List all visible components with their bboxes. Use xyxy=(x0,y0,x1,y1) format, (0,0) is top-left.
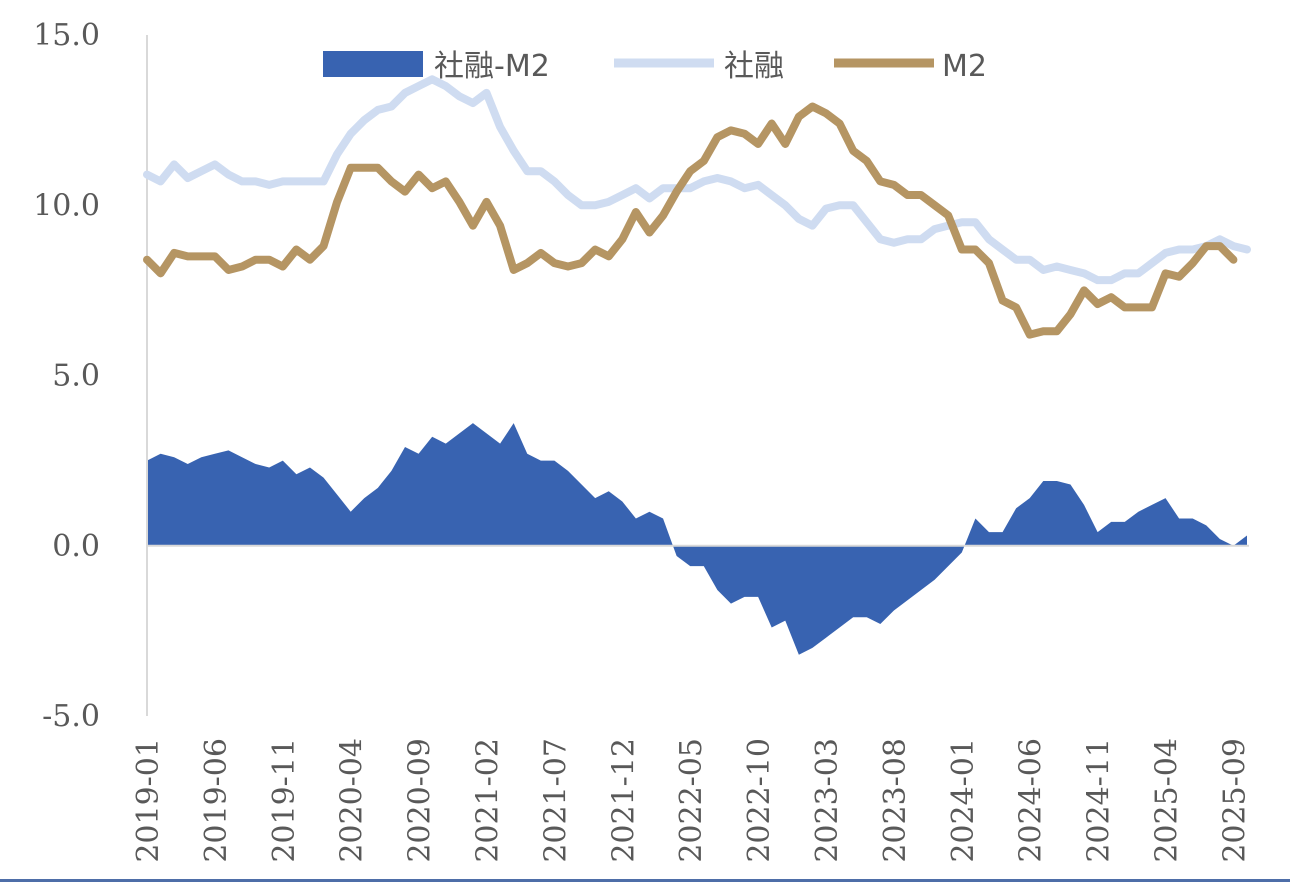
x-tick-label: 2020-04 xyxy=(335,738,370,863)
x-tick-label: 2019-06 xyxy=(199,738,234,863)
legend-label-social-financing: 社融 xyxy=(724,49,784,84)
x-tick-label: 2021-07 xyxy=(538,738,573,863)
x-tick-label: 2024-01 xyxy=(946,738,981,863)
x-tick-label: 2023-08 xyxy=(878,738,913,863)
x-tick-label: 2021-02 xyxy=(471,738,506,863)
legend-label-m2: M2 xyxy=(942,49,987,84)
x-tick-label: 2021-12 xyxy=(606,738,641,863)
bottom-rule xyxy=(0,879,1290,882)
x-tick-label: 2022-10 xyxy=(742,738,777,863)
y-tick-label: 10.0 xyxy=(33,188,100,223)
y-tick-labels: 15.0 10.0 5.0 0.0 -5.0 xyxy=(33,18,100,734)
series-line-m2 xyxy=(143,102,1238,339)
series-area-spread xyxy=(147,423,1247,655)
x-tick-label: 2025-04 xyxy=(1150,738,1185,863)
legend-swatch-spread-area xyxy=(323,51,423,77)
y-tick-label: -5.0 xyxy=(42,699,100,734)
x-tick-label: 2023-03 xyxy=(810,738,845,863)
axes-layer xyxy=(146,35,1249,716)
x-tick-labels: 2019-01 2019-06 2019-11 2020-04 2020-09 2021-… xyxy=(131,738,1252,863)
legend: 社融-M2 社融 M2 xyxy=(323,49,987,84)
x-tick-label: 2024-11 xyxy=(1082,738,1117,863)
x-tick-label: 2025-09 xyxy=(1217,738,1252,863)
x-tick-label: 2019-11 xyxy=(267,738,302,863)
x-tick-label: 2019-01 xyxy=(131,738,166,863)
x-tick-label: 2024-06 xyxy=(1014,738,1049,863)
area-layer xyxy=(147,423,1247,655)
y-tick-label: 15.0 xyxy=(33,18,100,53)
y-tick-label: 5.0 xyxy=(52,359,100,394)
legend-label-spread: 社融-M2 xyxy=(434,49,550,84)
x-tick-label: 2020-09 xyxy=(403,738,438,863)
lines-layer xyxy=(143,75,1251,339)
y-tick-label: 0.0 xyxy=(52,529,100,564)
series-line-social-financing xyxy=(143,75,1251,285)
x-tick-label: 2022-05 xyxy=(674,738,709,863)
